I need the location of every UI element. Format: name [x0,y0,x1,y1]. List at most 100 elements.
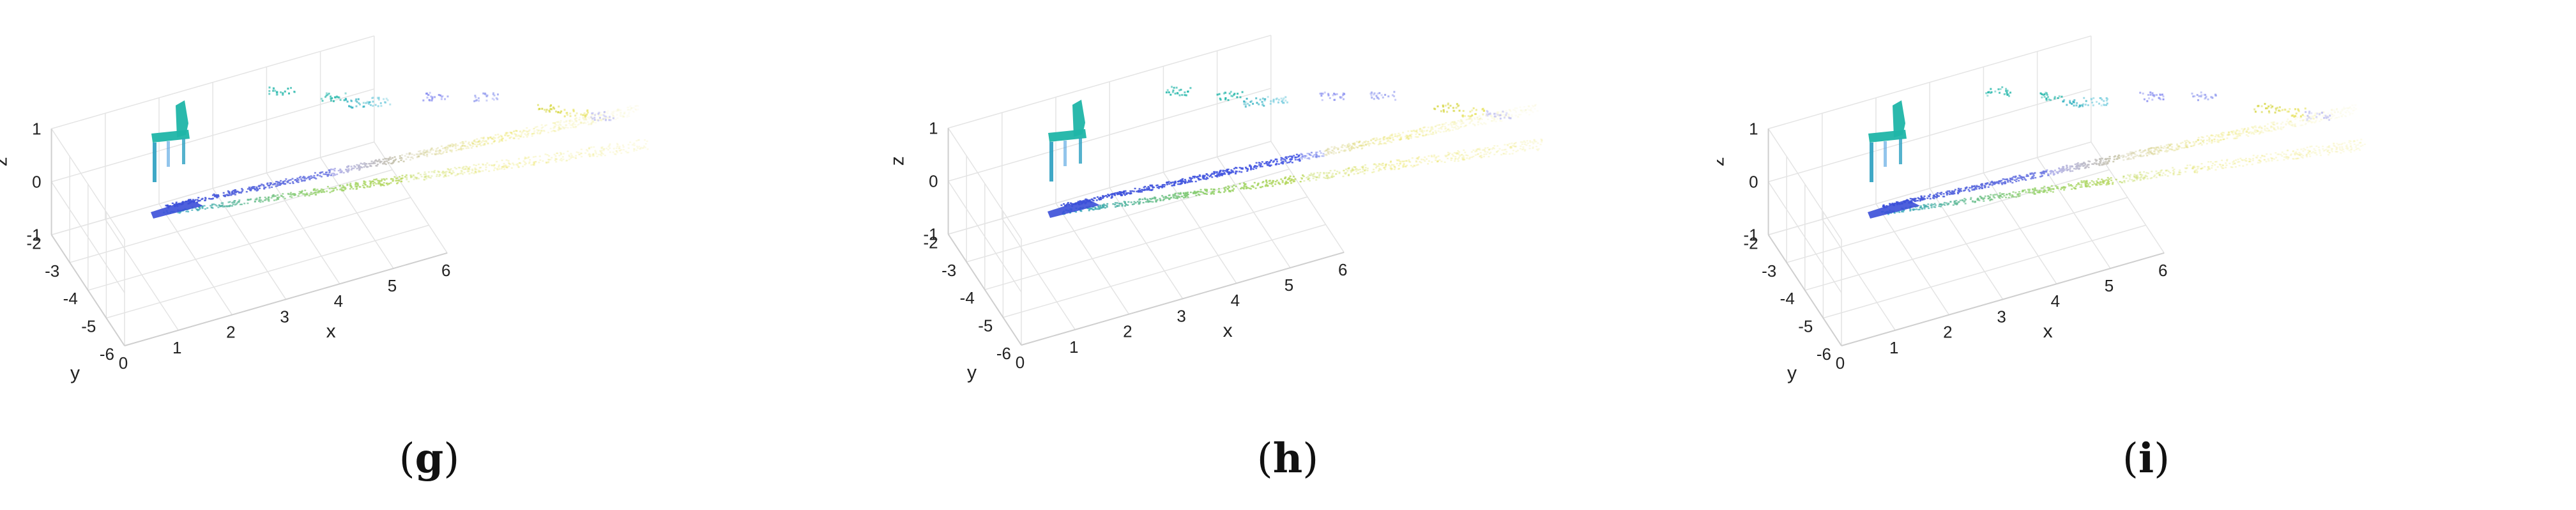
point [342,185,345,188]
point [1141,189,1143,190]
point [440,98,443,100]
point [1184,194,1186,196]
point [268,86,271,89]
point [2144,150,2147,151]
chair-seat [1048,129,1086,142]
point [590,123,593,125]
point [1186,182,1189,183]
grid-line [948,141,1272,235]
point [1075,211,1078,213]
point [2121,155,2124,157]
point [1346,144,1349,146]
point [619,150,621,151]
y-tick-label: -2 [26,233,41,252]
point [1490,114,1493,116]
point [1507,116,1509,118]
point [1261,182,1264,183]
point [1385,137,1387,140]
point [1392,164,1395,166]
point [629,105,632,107]
point [1392,139,1394,141]
point [2075,185,2077,187]
point [1300,153,1302,155]
point [2156,149,2159,151]
point [2197,139,2200,141]
point [457,167,460,169]
point [1254,187,1257,189]
point [2197,166,2200,167]
point [2151,147,2153,149]
point [1178,196,1180,198]
point [1440,127,1442,129]
point [1414,165,1416,167]
point [487,143,489,145]
point [2185,146,2188,148]
point [613,153,616,155]
point [487,137,490,139]
point [2202,140,2204,143]
point [626,114,629,116]
point [1327,152,1329,154]
point [1362,168,1364,171]
point [1355,170,1358,172]
point [2140,155,2142,158]
point [1255,97,1258,100]
point [417,178,420,180]
point [273,199,275,201]
point [425,154,428,156]
point [1445,127,1447,129]
point [1213,173,1215,175]
point [402,160,405,162]
point [1439,131,1442,133]
point [1378,163,1381,165]
point [1447,157,1449,160]
point [501,167,503,170]
point [2312,115,2315,117]
point [586,116,589,118]
point [1351,169,1353,171]
point [1218,190,1220,192]
point [1130,201,1132,203]
point [1364,144,1367,146]
point [2148,153,2151,155]
point [581,152,583,155]
point [609,147,611,149]
point [2032,177,2034,180]
point [1337,148,1339,151]
point [1387,137,1389,139]
x-axis-label: x [2043,321,2053,342]
point [1094,197,1096,199]
point [389,103,392,105]
point [1537,148,1540,150]
point [2052,173,2055,174]
point [1292,180,1295,183]
point [419,152,422,154]
point [466,146,469,148]
point [553,130,556,132]
point [2236,135,2238,137]
point [1227,99,1230,102]
point [445,175,447,178]
point [2175,147,2177,150]
point [502,137,504,140]
point [1332,150,1334,151]
point [1526,140,1528,142]
point [2128,158,2130,160]
point [568,155,571,158]
point [2169,144,2172,146]
point [1978,185,1979,188]
point [275,91,278,93]
point [1123,192,1125,194]
point [627,147,630,149]
point [2236,137,2238,139]
point [1260,164,1262,167]
point [575,118,577,120]
point [553,125,556,127]
point [439,150,441,153]
point [2042,170,2045,173]
point [1243,186,1246,188]
point [454,174,457,176]
point [2118,157,2121,159]
point [598,116,601,119]
point [1363,173,1366,174]
